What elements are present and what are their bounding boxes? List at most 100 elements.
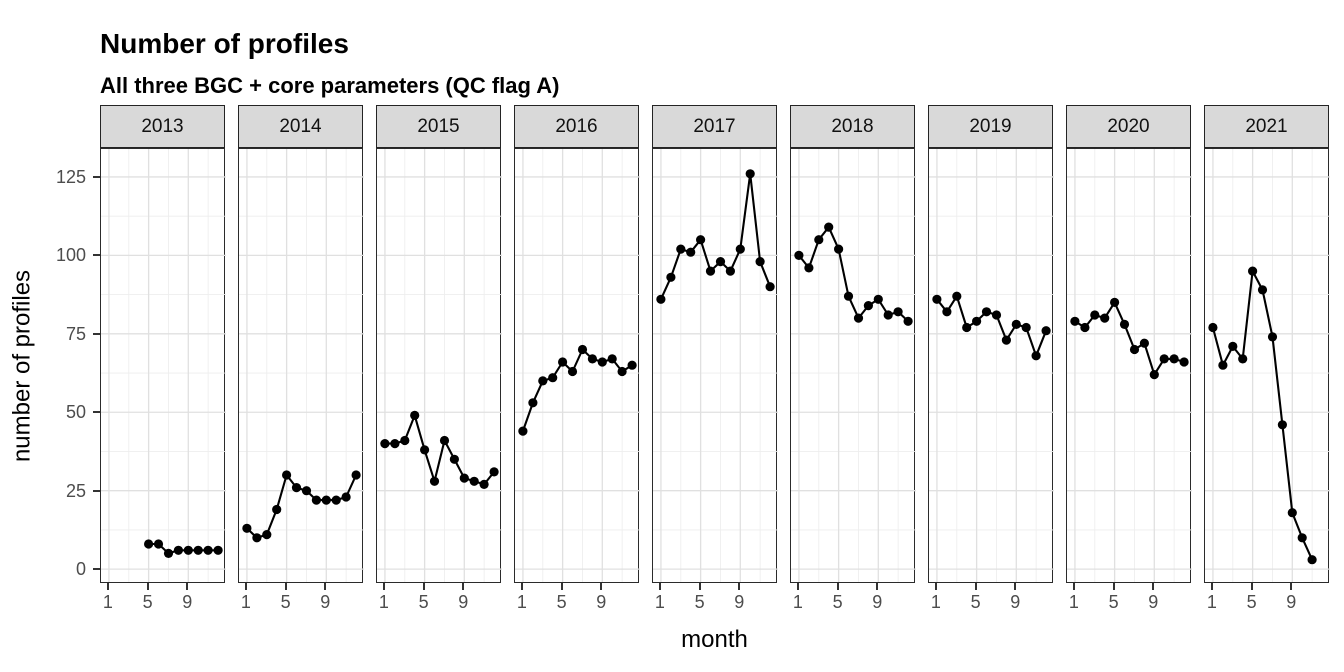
facet-strip-label: 2016 xyxy=(514,105,639,148)
x-tick-mark xyxy=(382,583,385,590)
facet-strip-label: 2018 xyxy=(790,105,915,148)
x-tick-mark xyxy=(600,583,603,590)
data-point xyxy=(311,495,321,505)
x-tick-mark xyxy=(520,583,523,590)
data-point xyxy=(656,294,666,304)
x-tick-label: 1 xyxy=(378,592,389,612)
panel-plot-area xyxy=(239,149,364,582)
data-point xyxy=(587,354,597,364)
x-axis: 1 5 9 xyxy=(652,583,777,617)
x-axis: 1 5 9 xyxy=(1204,583,1329,617)
data-point xyxy=(489,467,499,477)
data-point xyxy=(1287,508,1297,518)
x-tick-mark xyxy=(284,583,287,590)
page-subtitle: All three BGC + core parameters (QC flag… xyxy=(100,73,560,99)
data-point xyxy=(1119,319,1130,329)
data-point xyxy=(991,310,1002,320)
data-point xyxy=(1021,322,1031,333)
x-tick-label: 9 xyxy=(596,592,607,612)
data-point xyxy=(853,313,864,323)
x-tick-mark xyxy=(324,583,327,590)
facet-panel xyxy=(1066,148,1192,583)
data-point xyxy=(873,294,883,304)
y-tick-label: 0 xyxy=(75,559,86,580)
data-point xyxy=(1011,319,1021,329)
data-point xyxy=(449,454,459,464)
data-point xyxy=(1267,332,1278,342)
data-point xyxy=(252,533,262,543)
series-line xyxy=(246,473,358,539)
x-tick-mark xyxy=(146,583,149,590)
facet-2018: 2018 1 5 9 xyxy=(790,105,916,617)
data-point xyxy=(814,235,824,245)
data-point xyxy=(420,445,430,455)
x-tick-label: 9 xyxy=(1010,592,1021,612)
x-axis: 1 5 9 xyxy=(238,583,363,617)
data-point xyxy=(1218,360,1228,370)
x-tick-mark xyxy=(422,583,425,590)
facet-panel xyxy=(790,148,916,583)
panel-plot-area xyxy=(653,149,778,582)
x-tick-mark xyxy=(738,583,741,590)
x-tick-label: 5 xyxy=(970,592,981,612)
data-point xyxy=(597,357,607,367)
data-point xyxy=(843,291,854,301)
data-point xyxy=(1031,351,1041,361)
x-axis-title: month xyxy=(681,626,748,653)
data-point xyxy=(469,476,479,486)
x-tick-mark xyxy=(244,583,247,590)
y-tick-mark xyxy=(93,411,100,414)
data-point xyxy=(577,344,588,355)
y-tick-mark xyxy=(93,254,100,257)
x-tick-mark xyxy=(106,583,109,590)
data-point xyxy=(972,316,982,326)
x-tick-label: 5 xyxy=(694,592,705,612)
facet-panel xyxy=(514,148,640,583)
panel-plot-area xyxy=(1067,149,1192,582)
data-point xyxy=(883,310,893,320)
x-axis: 1 5 9 xyxy=(1066,583,1191,617)
data-point xyxy=(676,244,686,254)
facet-2021: 2021 1 5 9 xyxy=(1204,105,1330,617)
facet-strip-label: 2020 xyxy=(1066,105,1191,148)
facet-2017: 2017 1 5 9 xyxy=(652,105,778,617)
data-point xyxy=(1041,326,1051,336)
x-tick-label: 1 xyxy=(930,592,941,612)
data-point xyxy=(1080,322,1090,333)
data-point xyxy=(429,476,440,486)
data-point xyxy=(301,486,312,496)
y-axis: 0 25 50 75 100 125 xyxy=(0,149,100,582)
x-tick-mark xyxy=(836,583,839,590)
data-point xyxy=(538,376,548,386)
facet-panel xyxy=(376,148,502,583)
facet-strip-label: 2014 xyxy=(238,105,363,148)
y-tick-label: 125 xyxy=(55,166,86,187)
data-point xyxy=(627,360,637,370)
x-tick-mark xyxy=(1210,583,1213,590)
x-tick-label: 1 xyxy=(102,592,113,612)
panel-plot-area xyxy=(515,149,640,582)
facet-panel xyxy=(928,148,1054,583)
data-point xyxy=(548,373,558,383)
y-tick-mark xyxy=(93,489,100,492)
facet-panel xyxy=(238,148,364,583)
x-tick-label: 5 xyxy=(280,592,291,612)
data-point xyxy=(617,366,627,377)
data-point xyxy=(745,169,755,179)
data-point xyxy=(903,316,913,326)
y-tick-label: 50 xyxy=(65,402,86,423)
data-point xyxy=(1159,354,1169,364)
x-tick-label: 5 xyxy=(1108,592,1119,612)
panel-plot-area xyxy=(1205,149,1330,582)
data-point xyxy=(962,322,972,333)
data-point xyxy=(794,250,804,260)
data-point xyxy=(981,307,992,317)
data-point xyxy=(331,495,341,505)
facet-2015: 2015 1 5 9 xyxy=(376,105,502,617)
data-point xyxy=(173,545,183,555)
x-tick-label: 9 xyxy=(1148,592,1159,612)
x-tick-mark xyxy=(876,583,879,590)
x-tick-mark xyxy=(560,583,563,590)
data-point xyxy=(459,473,469,483)
data-point xyxy=(942,307,952,317)
